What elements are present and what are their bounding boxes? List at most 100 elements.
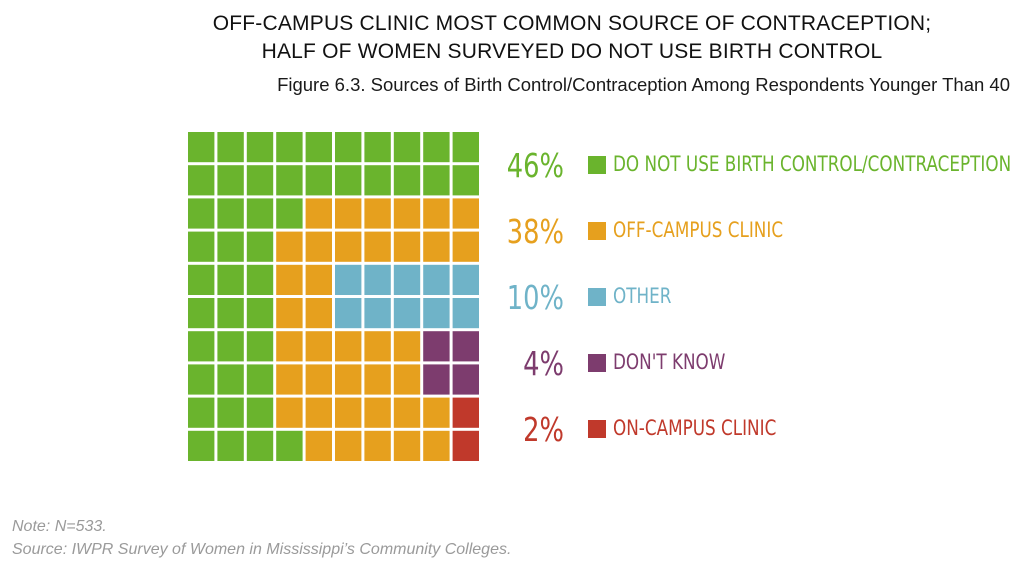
- waffle-cell-on-campus-clinic: [452, 430, 479, 461]
- waffle-cell-off-campus-clinic: [276, 364, 303, 395]
- waffle-cell-do-not-use-birth-control-contraception: [335, 132, 362, 163]
- waffle-cell-off-campus-clinic: [305, 298, 332, 329]
- waffle-cell-do-not-use-birth-control-contraception: [217, 430, 244, 461]
- waffle-cell-other: [393, 264, 421, 295]
- waffle-cell-off-campus-clinic: [393, 430, 421, 461]
- waffle-cell-off-campus-clinic: [364, 397, 391, 428]
- source-text: Source: IWPR Survey of Women in Mississi…: [12, 541, 512, 558]
- waffle-cell-off-campus-clinic: [452, 198, 479, 229]
- waffle-cell-do-not-use-birth-control-contraception: [364, 165, 391, 196]
- legend-percent-other: 10%: [506, 278, 564, 317]
- waffle-cell-other: [364, 298, 391, 329]
- waffle-cell-off-campus-clinic: [276, 298, 303, 329]
- waffle-cell-do-not-use-birth-control-contraception: [276, 165, 303, 196]
- waffle-cell-off-campus-clinic: [305, 364, 332, 395]
- waffle-cell-off-campus-clinic: [364, 430, 391, 461]
- waffle-cell-do-not-use-birth-control-contraception: [188, 198, 215, 229]
- waffle-cell-do-not-use-birth-control-contraception: [188, 298, 215, 329]
- waffle-cell-do-not-use-birth-control-contraception: [217, 331, 244, 362]
- waffle-cell-off-campus-clinic: [423, 430, 450, 461]
- waffle-cell-off-campus-clinic: [335, 198, 362, 229]
- waffle-cell-do-not-use-birth-control-contraception: [188, 264, 215, 295]
- waffle-cell-do-not-use-birth-control-contraception: [217, 132, 244, 163]
- waffle-cell-off-campus-clinic: [335, 331, 362, 362]
- waffle-cell-do-not-use-birth-control-contraception: [188, 331, 215, 362]
- waffle-cell-do-not-use-birth-control-contraception: [188, 132, 215, 163]
- waffle-cell-do-not-use-birth-control-contraception: [246, 165, 274, 196]
- waffle-cell-don-t-know: [452, 331, 479, 362]
- figure-subtitle: Figure 6.3. Sources of Birth Control/Con…: [277, 74, 1010, 95]
- waffle-cell-do-not-use-birth-control-contraception: [335, 165, 362, 196]
- legend-label-don-t-know: DON'T KNOW: [613, 350, 726, 374]
- waffle-cell-off-campus-clinic: [276, 264, 303, 295]
- waffle-cell-off-campus-clinic: [305, 264, 332, 295]
- waffle-cell-do-not-use-birth-control-contraception: [246, 298, 274, 329]
- waffle-cell-other: [452, 298, 479, 329]
- note-text: Note: N=533.: [12, 518, 107, 535]
- waffle-cell-do-not-use-birth-control-contraception: [276, 430, 303, 461]
- waffle-cell-do-not-use-birth-control-contraception: [246, 132, 274, 163]
- waffle-cell-off-campus-clinic: [335, 231, 362, 262]
- waffle-cell-do-not-use-birth-control-contraception: [188, 430, 215, 461]
- waffle-cell-other: [423, 264, 450, 295]
- waffle-cell-off-campus-clinic: [393, 397, 421, 428]
- waffle-cell-do-not-use-birth-control-contraception: [217, 198, 244, 229]
- waffle-cell-do-not-use-birth-control-contraception: [246, 331, 274, 362]
- waffle-cell-do-not-use-birth-control-contraception: [246, 397, 274, 428]
- waffle-cell-off-campus-clinic: [393, 231, 421, 262]
- waffle-cell-other: [335, 298, 362, 329]
- waffle-cell-off-campus-clinic: [423, 231, 450, 262]
- waffle-cell-off-campus-clinic: [364, 231, 391, 262]
- legend-swatch-on-campus-clinic: [588, 420, 606, 438]
- waffle-cell-do-not-use-birth-control-contraception: [364, 132, 391, 163]
- waffle-cell-other: [393, 298, 421, 329]
- waffle-cell-off-campus-clinic: [305, 397, 332, 428]
- waffle-chart: [188, 132, 479, 461]
- waffle-cell-do-not-use-birth-control-contraception: [188, 231, 215, 262]
- waffle-cell-other: [335, 264, 362, 295]
- legend-label-do-not-use-birth-control-contraception: DO NOT USE BIRTH CONTROL/CONTRACEPTION: [613, 152, 1012, 176]
- legend-swatch-off-campus-clinic: [588, 222, 606, 240]
- waffle-cell-do-not-use-birth-control-contraception: [217, 298, 244, 329]
- waffle-cell-do-not-use-birth-control-contraception: [452, 132, 479, 163]
- waffle-cell-off-campus-clinic: [276, 331, 303, 362]
- waffle-cell-do-not-use-birth-control-contraception: [246, 264, 274, 295]
- legend-percent-on-campus-clinic: 2%: [523, 410, 564, 449]
- waffle-cell-do-not-use-birth-control-contraception: [423, 132, 450, 163]
- waffle-cell-off-campus-clinic: [393, 364, 421, 395]
- waffle-cell-off-campus-clinic: [364, 198, 391, 229]
- legend-percent-do-not-use-birth-control-contraception: 46%: [506, 146, 564, 185]
- waffle-cell-don-t-know: [423, 364, 450, 395]
- waffle-cell-off-campus-clinic: [364, 331, 391, 362]
- waffle-cell-do-not-use-birth-control-contraception: [305, 132, 332, 163]
- waffle-cell-off-campus-clinic: [305, 430, 332, 461]
- waffle-cell-do-not-use-birth-control-contraception: [246, 430, 274, 461]
- legend-swatch-other: [588, 288, 606, 306]
- waffle-cell-do-not-use-birth-control-contraception: [423, 165, 450, 196]
- legend-percent-off-campus-clinic: 38%: [506, 212, 564, 251]
- waffle-cell-off-campus-clinic: [423, 397, 450, 428]
- waffle-cell-off-campus-clinic: [423, 198, 450, 229]
- waffle-cell-don-t-know: [452, 364, 479, 395]
- chart-title-line-2: HALF OF WOMEN SURVEYED DO NOT USE BIRTH …: [261, 40, 883, 63]
- waffle-cell-do-not-use-birth-control-contraception: [188, 364, 215, 395]
- waffle-cell-off-campus-clinic: [305, 331, 332, 362]
- waffle-cell-do-not-use-birth-control-contraception: [188, 165, 215, 196]
- waffle-cell-do-not-use-birth-control-contraception: [217, 364, 244, 395]
- waffle-cell-off-campus-clinic: [393, 331, 421, 362]
- waffle-cell-other: [364, 264, 391, 295]
- waffle-cell-do-not-use-birth-control-contraception: [276, 132, 303, 163]
- waffle-cell-do-not-use-birth-control-contraception: [246, 198, 274, 229]
- waffle-cell-on-campus-clinic: [452, 397, 479, 428]
- waffle-cell-don-t-know: [423, 331, 450, 362]
- waffle-cell-do-not-use-birth-control-contraception: [188, 397, 215, 428]
- waffle-cell-off-campus-clinic: [335, 430, 362, 461]
- waffle-cell-off-campus-clinic: [335, 364, 362, 395]
- waffle-cell-do-not-use-birth-control-contraception: [217, 397, 244, 428]
- waffle-cell-off-campus-clinic: [335, 397, 362, 428]
- waffle-cell-do-not-use-birth-control-contraception: [217, 264, 244, 295]
- waffle-cell-do-not-use-birth-control-contraception: [452, 165, 479, 196]
- waffle-cell-off-campus-clinic: [393, 198, 421, 229]
- legend-label-off-campus-clinic: OFF-CAMPUS CLINIC: [613, 218, 784, 242]
- waffle-cell-do-not-use-birth-control-contraception: [305, 165, 332, 196]
